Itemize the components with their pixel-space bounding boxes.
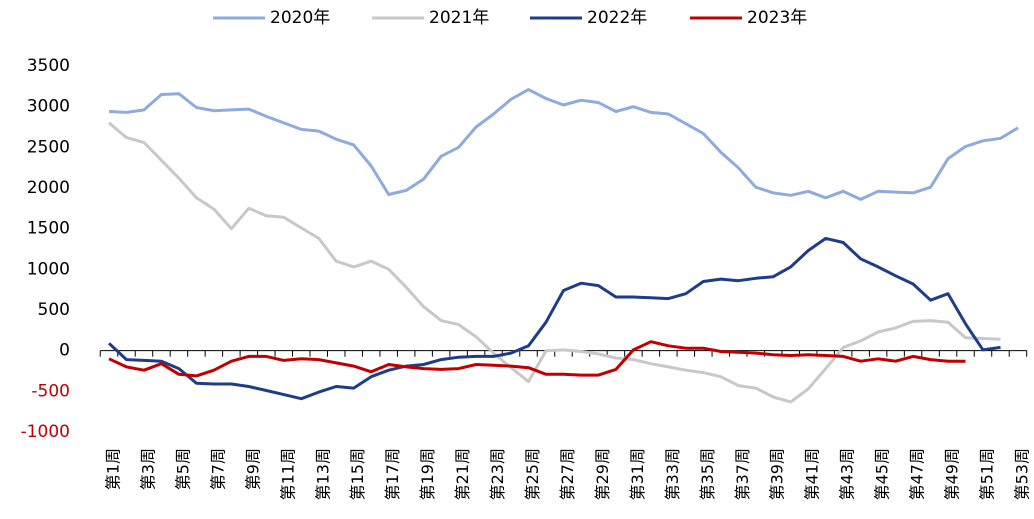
y-tick-label: 1500 bbox=[27, 219, 70, 239]
legend-label: 2020年 bbox=[270, 8, 330, 28]
x-tick-label: 第5周 bbox=[173, 448, 192, 490]
x-tick-label: 第31周 bbox=[628, 448, 647, 500]
y-tick-label: 3500 bbox=[27, 56, 70, 76]
y-tick-label: 3000 bbox=[27, 97, 70, 117]
legend-label: 2021年 bbox=[429, 8, 489, 28]
y-tick-label: 2000 bbox=[27, 178, 70, 198]
x-tick-label: 第25周 bbox=[523, 448, 542, 500]
x-tick-label: 第19周 bbox=[418, 448, 437, 500]
x-tick-label: 第9周 bbox=[243, 448, 262, 490]
series-line bbox=[108, 88, 1019, 201]
x-tick-label: 第11周 bbox=[278, 448, 297, 500]
x-tick-label: 第13周 bbox=[313, 448, 332, 500]
legend-label: 2023年 bbox=[747, 8, 807, 28]
x-tick-label: 第3周 bbox=[138, 448, 157, 490]
x-tick-label: 第45周 bbox=[873, 448, 892, 500]
x-tick-label: 第41周 bbox=[803, 448, 822, 500]
y-tick-label: -500 bbox=[31, 381, 70, 401]
x-tick-label: 第15周 bbox=[348, 448, 367, 500]
y-tick-label: 1000 bbox=[27, 259, 70, 279]
x-tick-label: 第53周 bbox=[1012, 448, 1031, 500]
x-tick-label: 第47周 bbox=[908, 448, 927, 500]
y-tick-label: 500 bbox=[38, 300, 70, 320]
legend-label: 2022年 bbox=[587, 8, 647, 28]
x-tick-label: 第43周 bbox=[838, 448, 857, 500]
x-tick-label: 第39周 bbox=[768, 448, 787, 500]
y-tick-label: -1000 bbox=[21, 422, 70, 442]
x-tick-label: 第27周 bbox=[558, 448, 577, 500]
x-tick-label: 第35周 bbox=[698, 448, 717, 500]
y-tick-label: 2500 bbox=[27, 137, 70, 157]
series-line bbox=[108, 340, 966, 378]
x-tick-label: 第29周 bbox=[593, 448, 612, 500]
y-tick-label: 0 bbox=[59, 341, 70, 361]
x-tick-label: 第1周 bbox=[104, 448, 123, 490]
x-tick-label: 第33周 bbox=[663, 448, 682, 500]
x-tick-label: 第7周 bbox=[208, 448, 227, 490]
x-tick-label: 第21周 bbox=[453, 448, 472, 500]
series-line bbox=[107, 236, 1001, 401]
x-tick-label: 第49周 bbox=[943, 448, 962, 500]
x-tick-label: 第17周 bbox=[383, 448, 402, 500]
x-tick-label: 第37周 bbox=[733, 448, 752, 500]
x-tick-label: 第51周 bbox=[978, 448, 997, 500]
x-tick-label: 第23周 bbox=[488, 448, 507, 500]
series-line bbox=[108, 121, 1001, 404]
